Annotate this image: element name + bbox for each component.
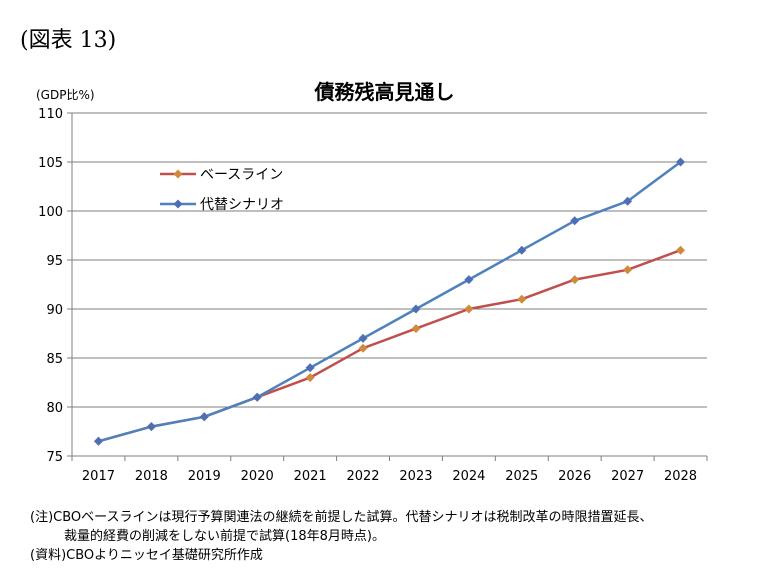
y-tick-label: 75 [46,450,63,465]
y-tick-labels: 75 80 85 90 95 100 105 110 [38,107,63,465]
x-tick-label: 2026 [558,469,591,484]
x-tick-labels: 2017 2018 2019 2020 2021 2022 2023 2024 2025 2026… [82,469,697,484]
series-line-0 [98,249,681,443]
data-point-0 [358,343,368,353]
x-tick-label: 2020 [241,469,274,484]
x-tick-label: 2024 [452,469,485,484]
data-point-0 [623,265,633,275]
y-tick-label: 110 [38,107,63,122]
gridlines [72,112,707,457]
figure-label: (図表 13) [20,28,117,53]
data-point-0 [411,324,421,334]
data-point-1 [464,275,474,285]
x-tick-label: 2019 [188,469,221,484]
axes [67,112,708,461]
series-group [93,157,686,446]
x-tick-label: 2028 [664,469,697,484]
data-point-1 [305,363,315,373]
x-tick-label: 2025 [505,469,538,484]
x-tick-label: 2017 [82,469,115,484]
legend-marker [173,169,183,179]
notes: (注)CBOベースラインは現行予算関連法の継続を前提した試算。代替シナリオは税制… [30,508,653,565]
y-tick-label: 100 [38,205,63,220]
data-point-0 [464,304,474,314]
data-point-1 [358,333,368,343]
data-point-1 [411,304,421,314]
data-point-1 [93,436,103,446]
x-tick-label: 2018 [135,469,168,484]
data-point-0 [570,275,580,285]
legend-label: ベースライン [200,167,283,183]
x-tick-label: 2022 [346,469,379,484]
data-point-0 [676,245,686,255]
series-line-1 [98,160,682,443]
y-tick-label: 90 [46,303,63,318]
x-tick-label: 2023 [399,469,432,484]
note-line-1: (注)CBOベースラインは現行予算関連法の継続を前提した試算。代替シナリオは税制… [30,510,653,525]
y-tick-label: 85 [46,352,63,367]
data-point-0 [517,294,527,304]
legend-marker [173,199,183,209]
legend-label: 代替シナリオ [200,197,284,213]
data-point-0 [305,373,315,383]
y-tick-label: 95 [46,254,63,269]
data-point-1 [517,245,527,255]
data-point-1 [570,216,580,226]
data-point-1 [146,422,156,432]
note-line-2: 裁量的経費の削減をしない前提で試算(18年8月時点)。 [64,529,385,544]
data-point-1 [623,196,633,206]
chart-title: 債務残高見通し [314,80,455,104]
data-point-1 [199,412,209,422]
data-point-1 [252,392,262,402]
x-tick-label: 2027 [611,469,644,484]
x-tick-label: 2021 [294,469,327,484]
data-point-1 [676,157,686,167]
y-axis-unit-label: (GDP比%) [36,88,95,102]
source-line: (資料)CBOよりニッセイ基礎研究所作成 [30,548,263,563]
y-tick-label: 80 [46,401,63,416]
y-tick-label: 105 [38,156,63,171]
